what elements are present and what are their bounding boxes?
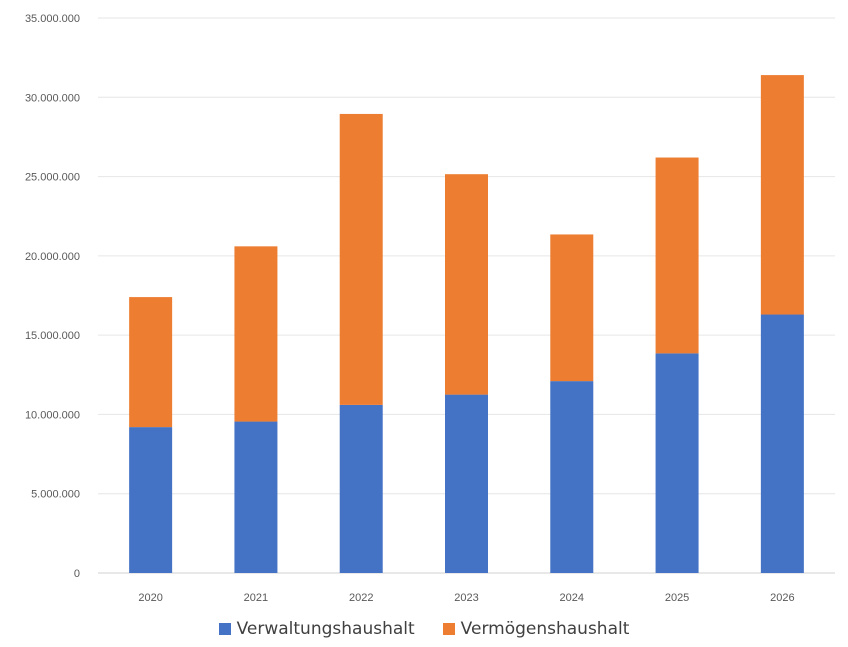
bar-2025-series-1 bbox=[655, 157, 699, 354]
y-tick-label-4: 20.000.000 bbox=[25, 251, 80, 263]
bar-2024-series-1 bbox=[550, 234, 594, 382]
y-tick-label-3: 15.000.000 bbox=[25, 330, 80, 342]
y-tick-label-5: 25.000.000 bbox=[25, 172, 80, 184]
bar-2021-series-1 bbox=[234, 246, 278, 422]
bar-2024-series-0 bbox=[550, 381, 594, 573]
legend-swatch-series-1 bbox=[442, 623, 455, 635]
x-tick-label-2: 2022 bbox=[349, 592, 373, 604]
y-tick-label-2: 10.000.000 bbox=[25, 409, 80, 421]
bar-2026-series-0 bbox=[760, 314, 804, 573]
legend-label-series-1: Vermögenshaushalt bbox=[460, 619, 630, 639]
legend-item-series-0: Verwaltungshaushalt bbox=[218, 619, 415, 639]
x-tick-label-0: 2020 bbox=[138, 592, 162, 604]
bar-2026-series-1 bbox=[760, 75, 804, 315]
bar-2022-series-0 bbox=[339, 404, 383, 573]
y-tick-label-7: 35.000.000 bbox=[25, 13, 80, 25]
x-tick-label-3: 2023 bbox=[454, 592, 478, 604]
bar-2023-series-1 bbox=[445, 174, 488, 395]
legend-item-series-1: Vermögenshaushalt bbox=[442, 619, 630, 639]
y-tick-label-6: 30.000.000 bbox=[25, 92, 80, 104]
bar-2020-series-1 bbox=[129, 297, 173, 428]
x-tick-label-5: 2025 bbox=[665, 592, 689, 604]
bar-2025-series-0 bbox=[655, 353, 699, 573]
y-tick-label-0: 0 bbox=[74, 568, 80, 580]
legend-label-series-0: Verwaltungshaushalt bbox=[236, 619, 415, 639]
x-tick-label-1: 2021 bbox=[244, 592, 268, 604]
bar-2021-series-0 bbox=[234, 421, 278, 573]
legend-swatch-series-0 bbox=[218, 623, 231, 635]
bar-2023-series-0 bbox=[445, 394, 488, 573]
bar-2020-series-0 bbox=[129, 427, 173, 573]
chart-legend: Verwaltungshaushalt Vermögenshaushalt bbox=[0, 619, 848, 639]
bar-2022-series-1 bbox=[339, 113, 383, 405]
x-tick-label-4: 2024 bbox=[560, 592, 584, 604]
y-tick-label-1: 5.000.000 bbox=[31, 489, 80, 501]
x-tick-label-6: 2026 bbox=[770, 592, 794, 604]
